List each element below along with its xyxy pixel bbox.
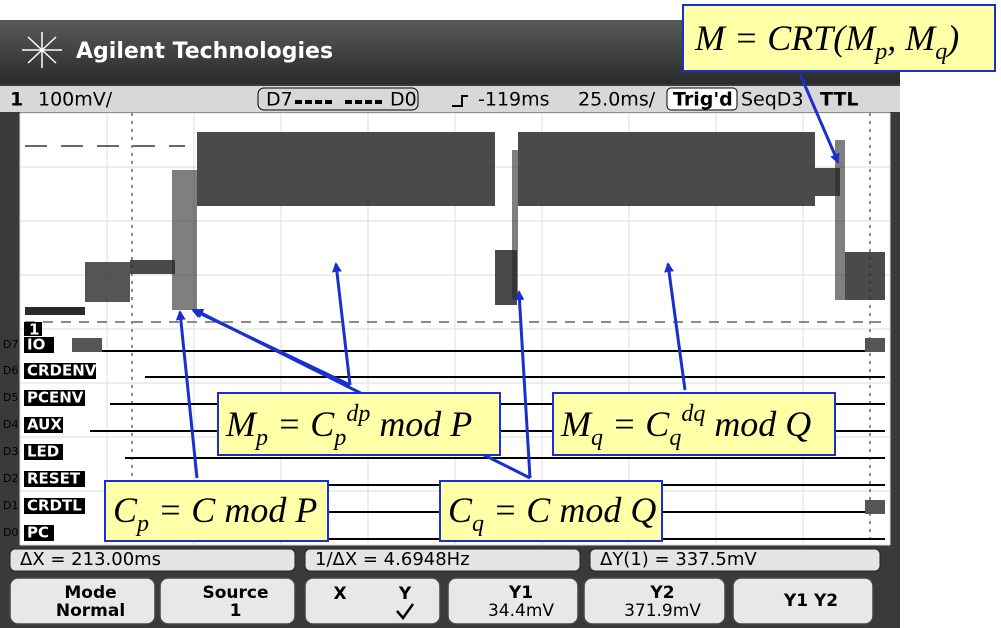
channel-id: D3 [3,445,18,458]
softkey-title: Y1 Y2 [783,591,838,611]
softkey-value: Y [398,584,412,604]
digital-burst [865,338,885,352]
status-timebase: 25.0ms/ [578,89,656,111]
status-trigger: Trig'd [673,89,733,111]
channel-label: CRDTL [27,497,82,515]
channel-id: D7 [3,338,18,351]
brand: Agilent Technologies [76,39,333,64]
measurement: ΔX = 213.00ms [20,549,161,570]
channel-label: PCENV [27,389,84,407]
softkey-title: Mode [64,583,116,603]
softkey-title: Source [202,583,268,603]
status-scale: 100mV/ [38,89,113,111]
measurement: ΔY(1) = 337.5mV [600,549,757,570]
status-channel: 1 [10,89,23,111]
channel-label: PC [27,524,49,542]
status-trigger-level: TTL [820,89,858,111]
status-digital-lo: D0 [390,89,417,111]
softkey-title: Y1 [508,583,533,603]
channel-id: D0 [3,526,18,539]
logo [22,32,62,68]
channel-id: D5 [3,391,18,404]
softkey[interactable] [305,578,440,624]
digital-burst [865,500,885,514]
channel-id: D4 [3,418,18,431]
channel-label: CRDENV [27,362,97,380]
scope-screenshot: Agilent Technologies 1 100mV/ D7 D0 -119… [0,0,1001,628]
softkey-value: 1 [230,601,242,621]
softkey-value: 34.4mV [488,601,554,621]
measurement: 1/ΔX = 4.6948Hz [315,549,470,570]
softkey-title: Y2 [649,583,674,603]
digital-burst [72,338,102,352]
softkey-title: X [333,584,346,604]
channel-label: LED [27,443,59,461]
channel-id: D6 [3,364,18,377]
status-delay: -119ms [478,89,550,111]
softkey-value: Normal [56,601,125,621]
channel-id: D2 [3,472,18,485]
page: Agilent Technologies 1 100mV/ D7 D0 -119… [0,0,1001,628]
channel-label: RESET [27,470,81,488]
status-sequence: SeqD3 [741,89,804,111]
softkey-value: 371.9mV [624,601,701,621]
channel-label: AUX [27,416,62,434]
annotation-crt: M = CRT(Mp, Mq) [694,18,959,65]
status-digital-hi: D7 [266,89,293,111]
measurement-bar: ΔX = 213.00ms 1/ΔX = 4.6948Hz ΔY(1) = 337.… [10,549,880,571]
analog-marker: 1 [29,321,39,339]
channel-id: D1 [3,499,18,512]
